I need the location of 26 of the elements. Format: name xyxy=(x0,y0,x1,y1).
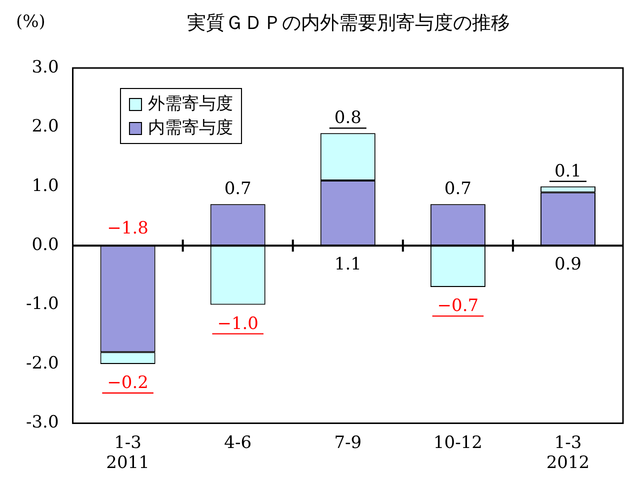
y-tick-label: -2.0 xyxy=(26,353,59,374)
data-label: 0.7 xyxy=(224,179,252,200)
data-label: 0.7 xyxy=(444,179,472,200)
data-label: 0.8 xyxy=(334,108,362,128)
x-tick-label: 1-3 2012 xyxy=(546,432,590,474)
x-tick-label: 4-6 xyxy=(224,432,252,453)
y-axis-title: (%) xyxy=(16,12,46,32)
data-label: 0.9 xyxy=(554,254,582,275)
data-label: −0.2 xyxy=(107,373,148,393)
x-tick-label: 7-9 xyxy=(334,432,362,453)
data-label: −1.8 xyxy=(107,218,148,239)
data-label: 1.1 xyxy=(334,254,362,275)
chart-title: 実質ＧＤＰの内外需要別寄与度の推移 xyxy=(187,12,510,34)
legend-label: 外需寄与度 xyxy=(148,93,233,116)
y-tick-label: -1.0 xyxy=(26,294,59,314)
y-tick-label: 3.0 xyxy=(32,57,59,78)
data-label: −1.0 xyxy=(217,314,258,334)
data-label: −0.7 xyxy=(437,296,479,316)
y-tick-label: 1.0 xyxy=(32,176,59,196)
x-tick-label: 1-3 2011 xyxy=(106,432,150,474)
y-tick-label: -3.0 xyxy=(26,412,59,433)
y-tick-label: 2.0 xyxy=(32,116,59,137)
data-label: 0.1 xyxy=(554,161,582,182)
x-tick-label: 10-12 xyxy=(433,432,482,453)
y-tick-label: 0.0 xyxy=(32,235,59,256)
legend-label: 内需寄与度 xyxy=(148,117,233,140)
